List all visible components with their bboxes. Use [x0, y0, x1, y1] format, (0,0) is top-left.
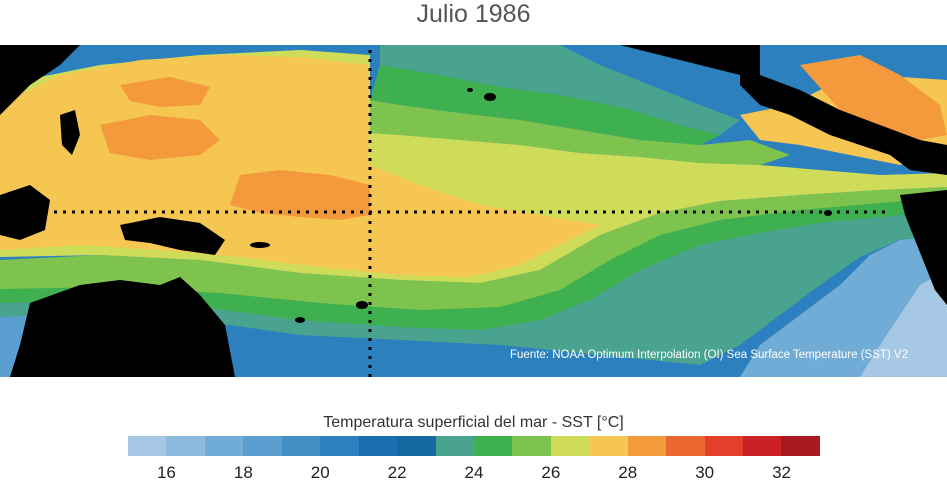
colorbar-swatch: [243, 436, 282, 456]
sst-band-north-green: [370, 65, 720, 145]
sst-band-29-b: [100, 115, 220, 160]
sst-band-29-a: [230, 170, 370, 220]
colorbar-title: Temperatura superficial del mar - SST [°…: [323, 414, 624, 431]
sst-map: [0, 45, 947, 377]
land-australia: [10, 277, 235, 377]
sst-band-26: [0, 187, 947, 310]
sst-band-north-teal: [380, 45, 740, 135]
sst-band-29-c: [120, 77, 210, 107]
land-island-d: [356, 301, 368, 309]
land-island-b: [250, 242, 270, 248]
colorbar-tick-label: 18: [233, 463, 253, 482]
colorbar-swatch: [397, 436, 436, 456]
land-central-america: [740, 75, 947, 175]
colorbar: [128, 436, 820, 456]
land-hawaii: [484, 93, 496, 101]
colorbar-swatch: [589, 436, 628, 456]
land-asia: [0, 45, 80, 115]
source-credit: Fuente: NOAA Optimum Interpolation (OI) …: [510, 349, 908, 361]
land-south-america: [900, 190, 947, 305]
colorbar-swatch: [512, 436, 551, 456]
colorbar-swatch: [166, 436, 205, 456]
land-new-guinea: [120, 217, 225, 255]
colorbar-tick-label: 30: [695, 463, 715, 482]
colorbar-tick-label: 32: [772, 463, 791, 482]
colorbar-swatch: [473, 436, 513, 456]
colorbar-swatch: [550, 436, 590, 456]
colorbar-swatch: [704, 436, 743, 456]
colorbar-swatch: [666, 436, 705, 456]
colorbar-swatch: [204, 436, 244, 456]
land-philippines: [60, 110, 80, 155]
land-island-a: [467, 88, 473, 92]
land-island-c: [295, 317, 305, 323]
colorbar-tick-label: 22: [387, 463, 407, 482]
land-mexico: [620, 45, 760, 75]
colorbar-swatch: [128, 436, 167, 456]
sst-band-24: [0, 211, 947, 365]
colorbar-swatch: [627, 436, 667, 456]
colorbar-swatch: [743, 436, 782, 456]
colorbar-tick-label: 26: [541, 463, 561, 482]
colorbar-swatch: [781, 436, 820, 456]
land-masses: [0, 45, 947, 377]
map-title: Julio 1986: [416, 0, 531, 28]
colorbar-swatch: [281, 436, 321, 456]
land-borneo: [0, 185, 50, 240]
colorbar-swatch: [435, 436, 474, 456]
sst-band-25: [0, 197, 947, 330]
colorbar-tick-label: 24: [464, 463, 484, 482]
sst-band-coldest-se: [860, 270, 947, 377]
sst-band-north-lightgreen: [370, 100, 790, 165]
colorbar-tick-label: 20: [310, 463, 330, 482]
sst-band-29-east: [800, 55, 947, 140]
colorbar-tick-label: 28: [618, 463, 638, 482]
colorbar-swatch: [358, 436, 398, 456]
colorbar-tick-label: 16: [156, 463, 176, 482]
colorbar-swatch: [320, 436, 359, 456]
